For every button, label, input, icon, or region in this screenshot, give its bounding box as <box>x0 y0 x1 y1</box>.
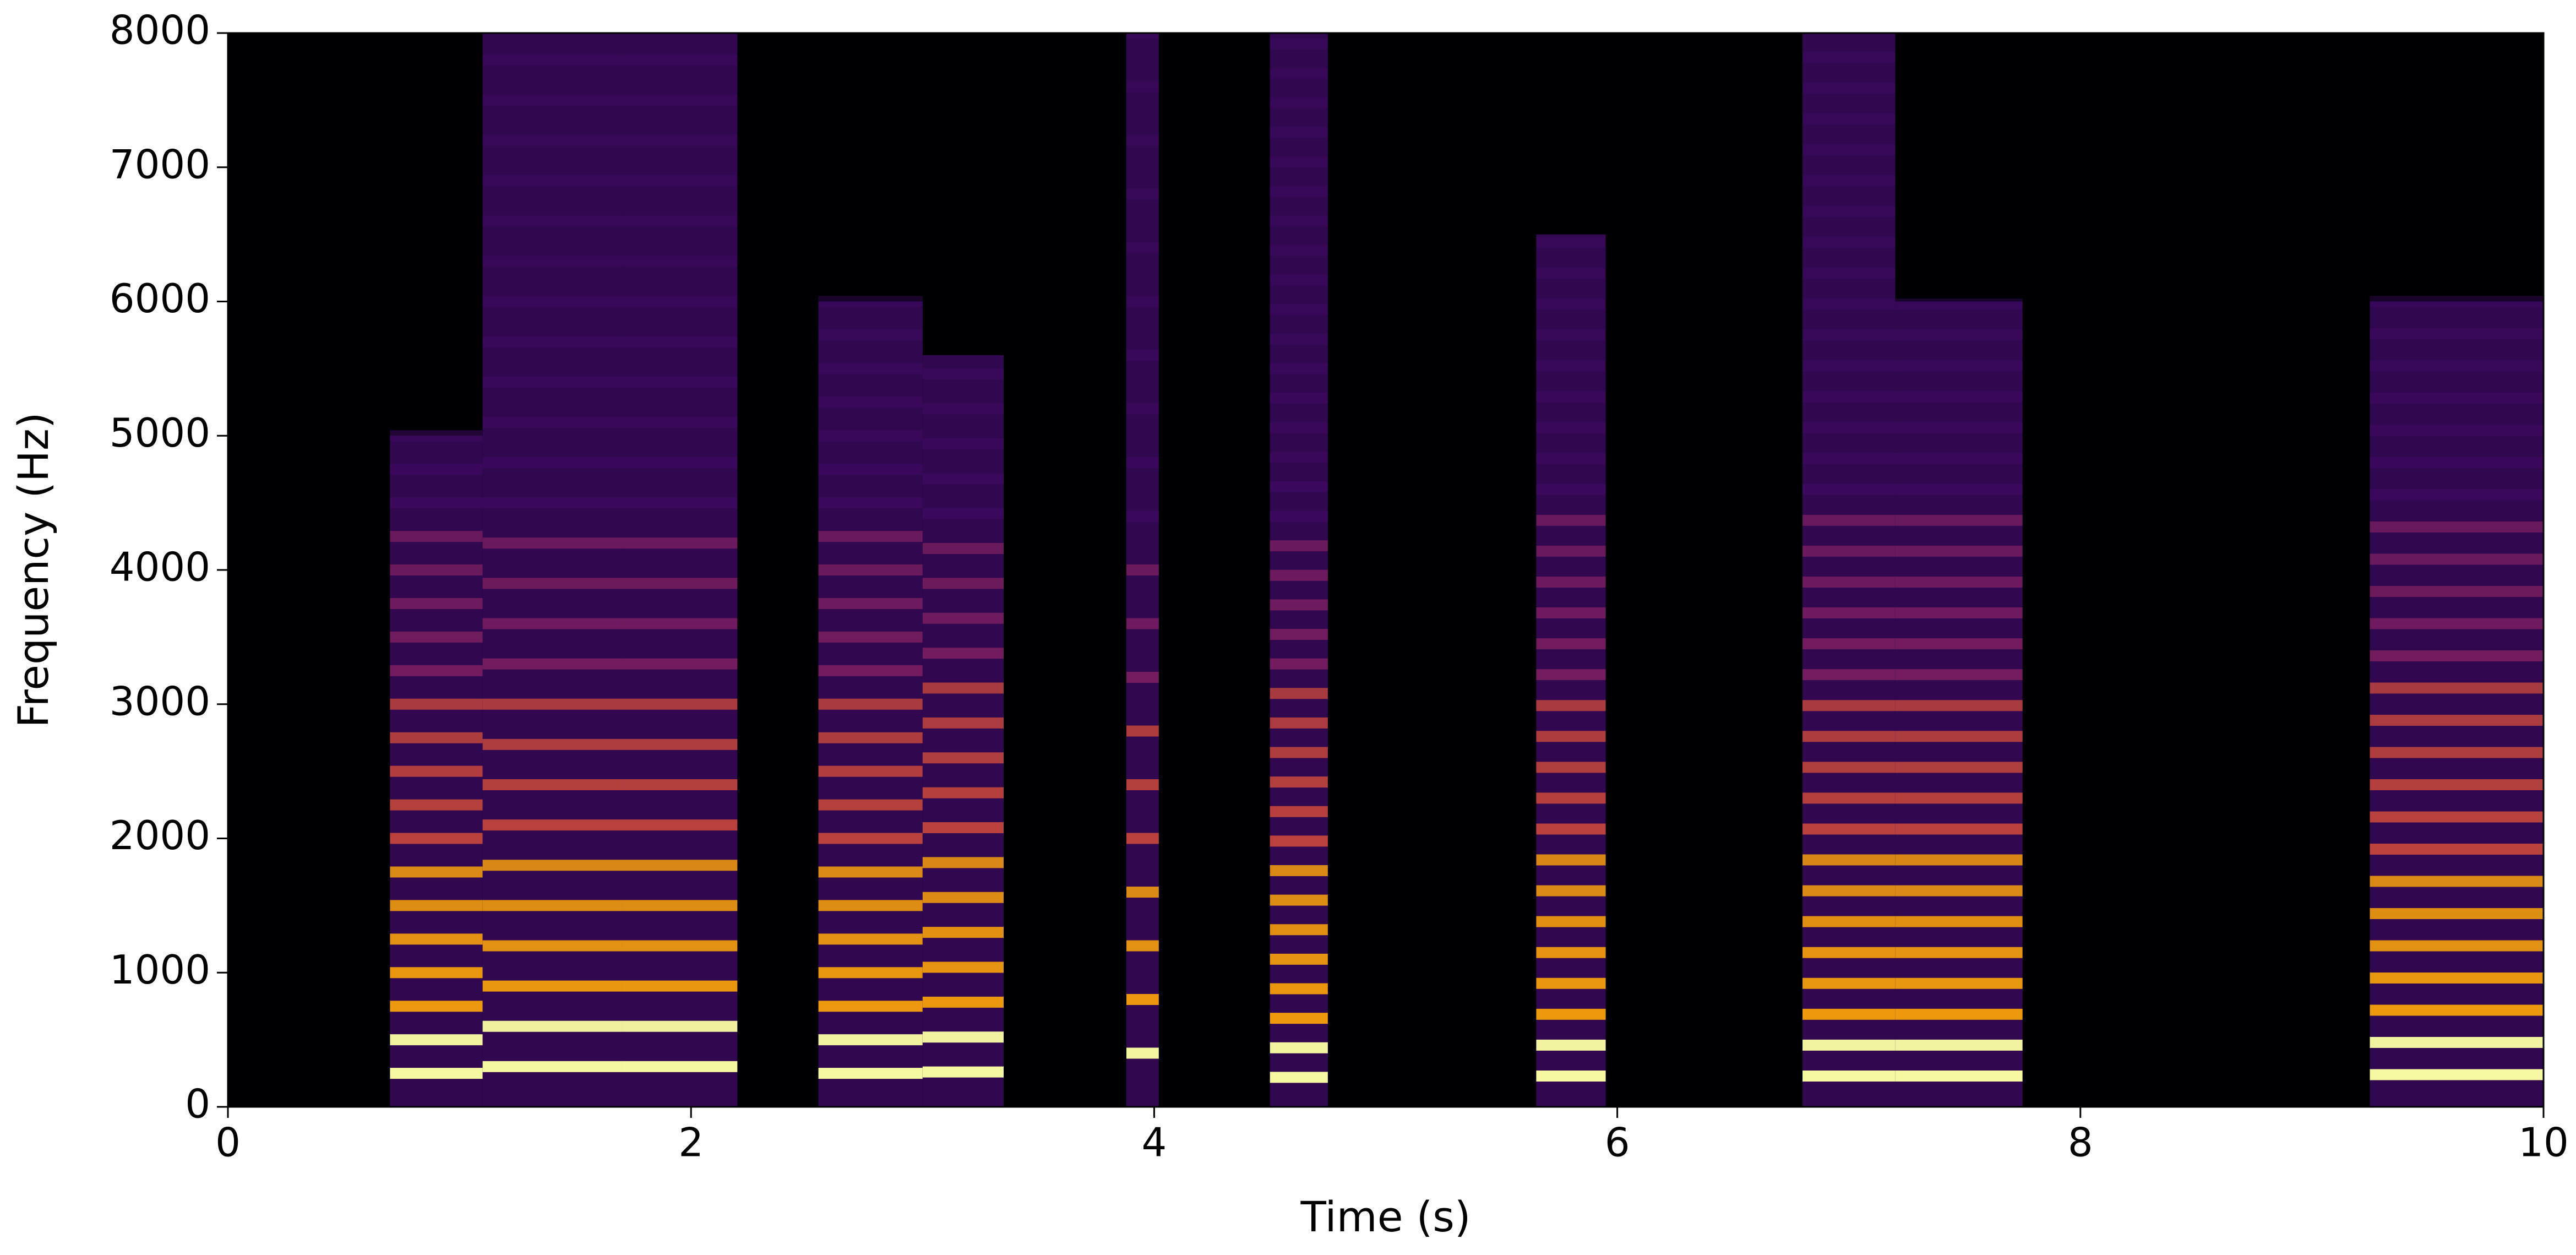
y-tick-label: 7000 <box>110 141 210 187</box>
x-tick-label: 8 <box>2068 1120 2093 1166</box>
y-axis-label: Frequency (Hz) <box>9 412 58 727</box>
energy-region <box>1802 33 1896 1107</box>
y-tick-label: 3000 <box>110 678 210 724</box>
x-tick-label: 10 <box>2518 1120 2569 1166</box>
y-tick-label: 1000 <box>110 947 210 993</box>
energy-region <box>922 355 1004 1107</box>
x-tick-label: 0 <box>215 1120 241 1166</box>
energy-region <box>482 33 622 1107</box>
y-tick-label: 6000 <box>110 275 210 322</box>
y-tick-label: 5000 <box>110 410 210 456</box>
x-tick-label: 2 <box>678 1120 704 1166</box>
energy-region <box>622 33 738 1107</box>
y-tick-label: 2000 <box>110 812 210 859</box>
x-tick-label: 6 <box>1605 1120 1630 1166</box>
x-tick-label: 4 <box>1141 1120 1167 1166</box>
y-tick-label: 0 <box>185 1081 210 1127</box>
spectrogram <box>390 33 2544 1107</box>
energy-region <box>2370 301 2544 1107</box>
y-tick-label: 8000 <box>110 7 210 53</box>
x-axis-label: Time (s) <box>1300 1192 1471 1241</box>
y-tick-label: 4000 <box>110 544 210 590</box>
